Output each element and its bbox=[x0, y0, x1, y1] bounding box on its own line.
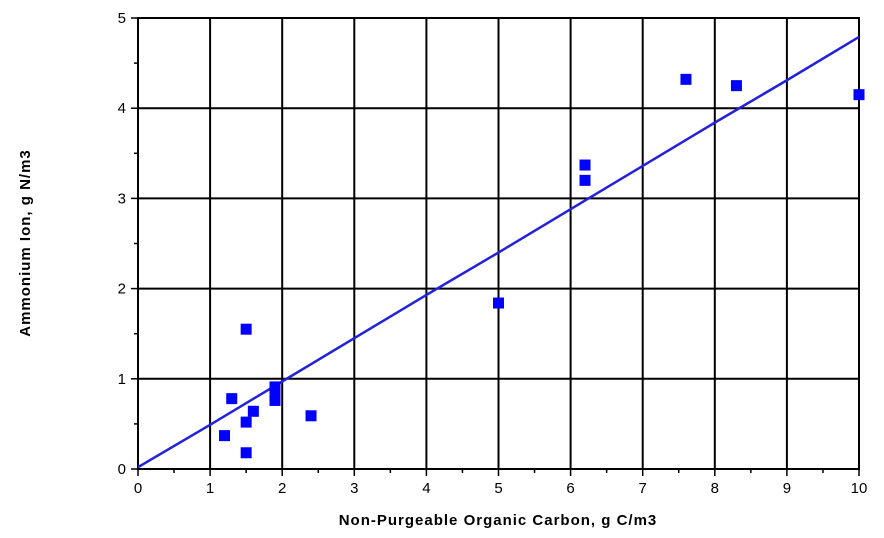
data-point-0-10 bbox=[493, 297, 504, 309]
data-point-0-12 bbox=[579, 174, 591, 186]
data-point-0-8 bbox=[269, 394, 281, 406]
x-tick-label-2: 2 bbox=[278, 480, 286, 497]
data-point-0-6 bbox=[269, 381, 281, 393]
y-axis-ticks: 0 1 2 3 4 5 bbox=[118, 10, 138, 478]
fit-line-group bbox=[137, 35, 860, 469]
x-tick-label-5: 5 bbox=[494, 480, 502, 497]
x-axis-ticks: 0 1 2 3 4 5 6 7 8 9 10 bbox=[134, 469, 868, 497]
data-point-0-9 bbox=[305, 410, 317, 422]
data-point-0-14 bbox=[730, 80, 742, 92]
data-point-0-3 bbox=[240, 416, 252, 428]
grid bbox=[138, 18, 859, 469]
data-point-0-13 bbox=[680, 73, 692, 85]
data-points bbox=[219, 73, 865, 459]
data-point-0-2 bbox=[240, 323, 252, 335]
data-point-0-5 bbox=[247, 405, 259, 417]
data-point-0-7 bbox=[269, 387, 281, 399]
x-axis-title: Non-Purgeable Organic Carbon, g C/m3 bbox=[339, 512, 658, 529]
data-point-0-4 bbox=[240, 447, 252, 459]
x-tick-label-4: 4 bbox=[422, 480, 430, 497]
data-point-0-1 bbox=[226, 393, 238, 405]
y-tick-label-0: 0 bbox=[118, 461, 126, 478]
x-tick-label-8: 8 bbox=[711, 480, 719, 497]
x-tick-label-10: 10 bbox=[851, 480, 868, 497]
y-axis-title: Ammonium Ion, g N/m3 bbox=[17, 149, 34, 337]
data-point-0-11 bbox=[579, 159, 591, 171]
x-tick-label-0: 0 bbox=[134, 480, 142, 497]
x-tick-label-7: 7 bbox=[639, 480, 647, 497]
x-tick-label-3: 3 bbox=[350, 480, 358, 497]
y-tick-label-4: 4 bbox=[118, 100, 126, 117]
x-tick-label-1: 1 bbox=[206, 480, 214, 497]
x-tick-label-9: 9 bbox=[783, 480, 791, 497]
y-tick-label-5: 5 bbox=[118, 10, 126, 27]
y-tick-label-1: 1 bbox=[118, 371, 126, 388]
x-tick-label-6: 6 bbox=[566, 480, 574, 497]
fit-line bbox=[137, 35, 860, 469]
y-tick-label-3: 3 bbox=[118, 190, 126, 207]
data-point-0-0 bbox=[219, 430, 231, 442]
data-point-0-15 bbox=[853, 89, 865, 101]
y-tick-label-2: 2 bbox=[118, 281, 126, 298]
